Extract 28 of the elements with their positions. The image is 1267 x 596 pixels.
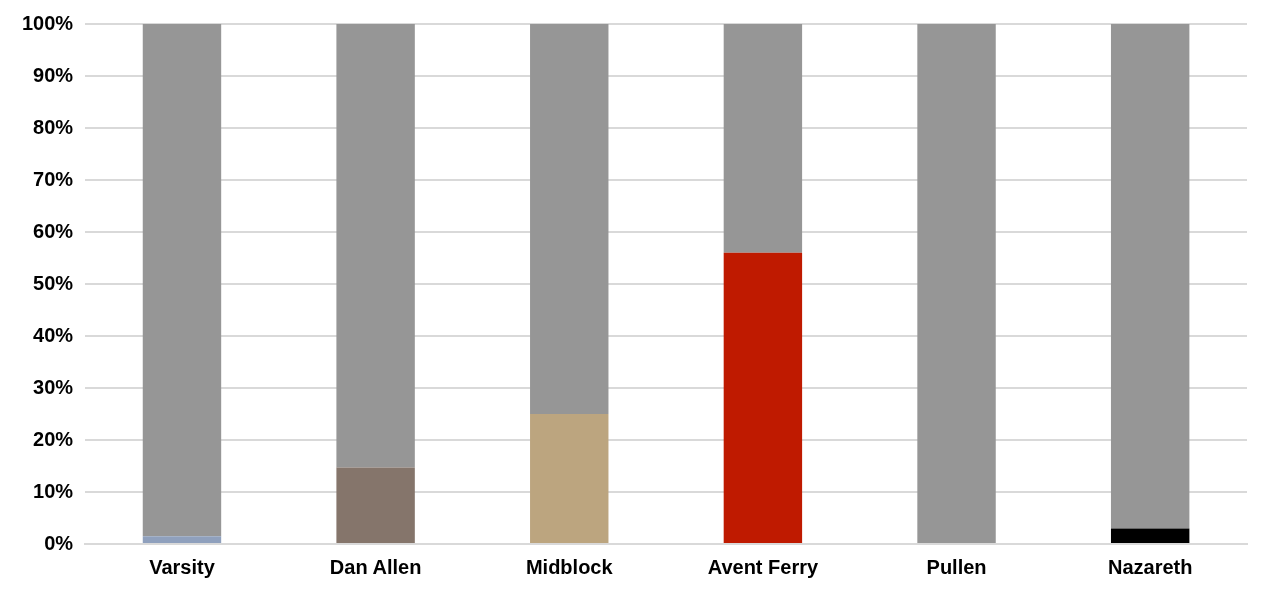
y-tick-label: 60% [33,219,74,242]
y-tick-label: 40% [33,323,74,346]
bar [142,536,222,543]
y-tick-label: 0% [44,531,74,554]
bar [336,467,415,543]
y-tick-label: 90% [33,63,74,86]
bar [1110,24,1190,529]
bar [530,24,609,414]
y-tick-label: 70% [33,167,74,190]
y-tick-label: 100% [22,11,74,34]
bar [723,24,803,253]
x-tick-label: Dan Allen [329,555,422,578]
y-tick-label: 80% [33,115,74,138]
x-tick-label: Nazareth [1107,555,1193,578]
x-tick-label: Pullen [926,555,987,578]
bar [530,414,609,543]
y-tick-label: 50% [33,271,74,294]
x-tick-label: Avent Ferry [707,555,819,578]
bar [917,24,996,543]
bar [336,24,415,468]
x-tick-label: Varsity [149,555,216,578]
x-tick-label: Midblock [525,555,614,578]
y-tick-label: 10% [33,479,74,502]
y-tick-label: 30% [33,375,74,398]
bar [142,24,222,537]
y-tick-label: 20% [33,427,74,450]
bar [723,252,803,543]
bar [1110,528,1190,543]
